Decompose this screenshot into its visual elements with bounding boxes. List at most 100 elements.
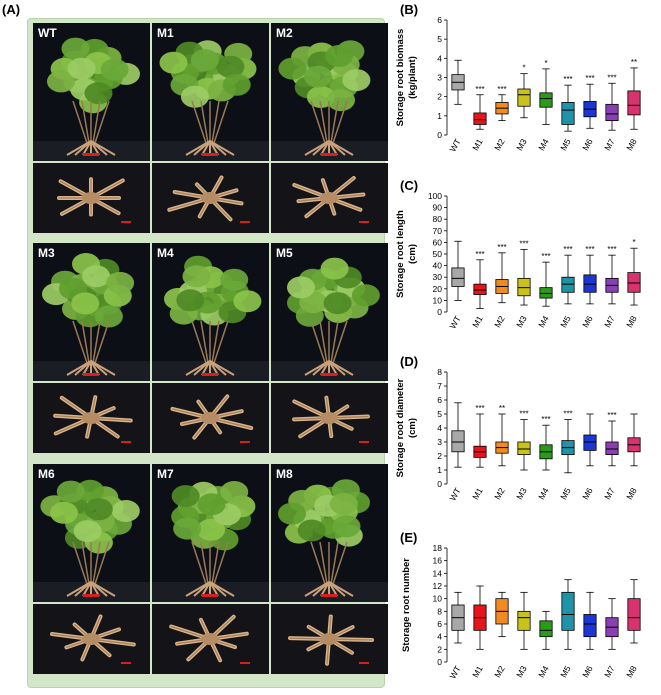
significance-label: ***	[563, 410, 572, 419]
y-tick-label: 3	[437, 437, 442, 447]
photo-cell-label: M1	[157, 26, 174, 40]
chart-d: Storage root diameter (cm) 0 1 2 3 4 5 6 7 8 WT *** M…	[385, 366, 661, 526]
box-m3	[517, 419, 531, 471]
plant-photo: M7	[152, 464, 269, 602]
box-m5	[561, 254, 575, 305]
y-tick-label: 0	[437, 657, 442, 667]
y-tick-label: 30	[433, 272, 443, 282]
y-tick-label: 12	[433, 581, 443, 591]
box-m2	[495, 591, 509, 638]
photo-cell-label: WT	[38, 26, 57, 40]
category-label: M6	[580, 137, 595, 152]
category-label: M4	[536, 486, 551, 501]
y-tick-label: 5	[437, 409, 442, 419]
box-m6	[583, 83, 597, 129]
significance-label: ***	[607, 73, 616, 82]
root-photo	[271, 604, 388, 674]
category-label: WT	[447, 664, 462, 680]
y-tick-label: 18	[433, 543, 443, 553]
root-photo	[271, 383, 388, 453]
box-m2	[495, 94, 509, 122]
box-m3	[517, 73, 531, 119]
box-m1	[473, 94, 487, 130]
category-label: M3	[514, 486, 529, 501]
y-tick-label: 50	[433, 249, 443, 259]
chart-b: Storage root biomass (kg/plant) 0 1 2 3 4 5 6 WT *…	[385, 14, 661, 174]
category-label: M8	[624, 137, 639, 152]
y-tick-label: 10	[433, 295, 443, 305]
y-tick-label: 90	[433, 203, 443, 213]
category-label: M3	[514, 137, 529, 152]
y-tick-label: 0	[437, 307, 442, 317]
chart-c: Storage root length (cm) 0 10 20 30 40 50 60 70 80…	[385, 190, 661, 350]
y-tick-label: 3	[437, 73, 442, 83]
chart-svg: Storage root diameter (cm) 0 1 2 3 4 5 6 7 8 WT *** M…	[395, 367, 641, 502]
y-axis-label: Storage root length	[395, 210, 406, 298]
plant-photo: M4	[152, 243, 269, 381]
box-m2	[495, 413, 509, 467]
box-m1	[473, 259, 487, 309]
category-label: WT	[447, 314, 462, 330]
y-tick-label: 40	[433, 261, 443, 271]
significance-label: *	[544, 59, 547, 68]
panel-label-d: (D)	[400, 354, 419, 369]
y-axis-label: (kg/plant)	[407, 56, 418, 99]
root-photo	[33, 163, 150, 233]
panel-label-e: (E)	[400, 530, 418, 545]
y-tick-label: 0	[437, 479, 442, 489]
y-tick-label: 2	[437, 644, 442, 654]
category-label: M2	[492, 314, 507, 329]
y-tick-label: 0	[437, 130, 442, 140]
category-label: M3	[514, 314, 529, 329]
category-label: M1	[470, 314, 485, 329]
category-label: M6	[580, 314, 595, 329]
plant-photo: M5	[271, 243, 388, 381]
y-axis-label: Storage root biomass	[395, 29, 406, 127]
y-tick-label: 80	[433, 214, 443, 224]
category-label: M5	[558, 486, 573, 501]
significance-label: ***	[541, 252, 550, 261]
box-wt	[451, 240, 465, 301]
y-tick-label: 6	[437, 15, 442, 25]
category-label: WT	[447, 486, 462, 502]
category-label: M2	[492, 486, 507, 501]
box-m5	[561, 84, 575, 132]
y-tick-label: 5	[437, 34, 442, 44]
photo-cell-label: M6	[38, 467, 55, 481]
chart-svg: Storage root number 0 2 4 6 8 10 12 14 16 18 WT M1 M2…	[401, 543, 641, 680]
y-axis-label: Storage root number	[401, 558, 412, 652]
category-label: M5	[558, 137, 573, 152]
panel-label-a: (A)	[2, 2, 21, 17]
y-tick-label: 2	[437, 92, 442, 102]
root-photo	[152, 163, 269, 233]
box-m6	[583, 591, 597, 650]
box-m1	[473, 585, 487, 650]
plant-photo: WT	[33, 23, 150, 161]
panel-label-c: (C)	[400, 178, 419, 193]
category-label: M5	[558, 664, 573, 679]
box-m8	[627, 579, 641, 644]
y-tick-label: 100	[428, 191, 442, 201]
y-tick-label: 20	[433, 284, 443, 294]
box-m8	[627, 413, 641, 467]
y-tick-label: 10	[433, 594, 443, 604]
y-tick-label: 6	[437, 395, 442, 405]
box-m4	[539, 261, 553, 307]
y-tick-label: 16	[433, 556, 443, 566]
category-label: M7	[602, 137, 617, 152]
box-m2	[495, 252, 509, 304]
significance-label: ***	[541, 415, 550, 424]
significance-label: *	[522, 64, 525, 73]
box-m5	[561, 419, 575, 474]
y-tick-label: 4	[437, 53, 442, 63]
significance-label: *	[632, 238, 635, 247]
category-label: M2	[492, 664, 507, 679]
significance-label: **	[499, 404, 505, 413]
box-m7	[605, 598, 619, 650]
significance-label: ***	[585, 74, 594, 83]
box-m6	[583, 254, 597, 305]
category-label: M7	[602, 314, 617, 329]
category-label: M1	[470, 664, 485, 679]
box-m6	[583, 413, 597, 467]
box-m3	[517, 248, 531, 306]
